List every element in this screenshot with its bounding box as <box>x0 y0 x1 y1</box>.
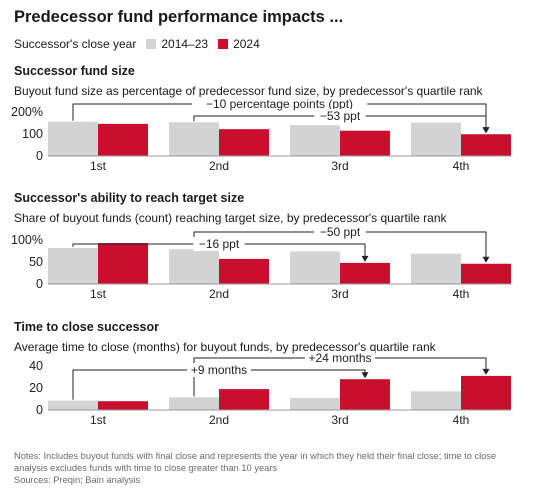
bar-red <box>340 379 390 410</box>
annotation-arrow <box>482 256 490 263</box>
annotation-label-bg <box>187 363 251 377</box>
annotation-label: −53 ppt <box>320 109 361 123</box>
bar-grey <box>48 121 98 156</box>
y-tick-label: 0 <box>36 403 43 417</box>
bar-grey <box>290 125 340 156</box>
bar-red <box>219 258 269 284</box>
panel-1-title: Successor fund size <box>14 64 135 78</box>
bar-grey <box>48 400 98 410</box>
bar-red <box>461 134 511 156</box>
x-tick-label: 1st <box>90 159 107 173</box>
legend: Successor's close year 2014–23 2024 <box>14 37 260 51</box>
panel-2-title: Successor's ability to reach target size <box>14 191 245 205</box>
x-tick-label: 3rd <box>331 413 348 427</box>
panel-3-subtitle: Average time to close (months) for buyou… <box>14 340 436 354</box>
panel-1-chart: 0 100 200% 1st 2nd 3rd 4th −10 percentage point… <box>11 97 511 173</box>
annotation-label-bg <box>191 97 368 111</box>
sources-text: Sources: Preqin; Bain analysis <box>14 475 141 485</box>
bar-red <box>219 129 269 156</box>
bar-red <box>98 401 148 410</box>
annotation-label: +9 months <box>191 363 247 377</box>
bar-red <box>340 130 390 156</box>
bar-grey <box>48 247 98 284</box>
bar-grey <box>169 249 219 284</box>
bar-red <box>219 389 269 410</box>
y-tick-label: 200% <box>11 105 43 119</box>
legend-item-2014-23: 2014–23 <box>161 37 209 51</box>
bar-grey <box>169 122 219 156</box>
bar-red <box>98 123 148 156</box>
bar-red <box>461 375 511 410</box>
x-tick-label: 2nd <box>209 413 229 427</box>
x-tick-label: 3rd <box>331 159 348 173</box>
legend-item-2024: 2024 <box>233 37 260 51</box>
panel-1-subtitle: Buyout fund size as percentage of predec… <box>14 84 483 98</box>
x-tick-label: 4th <box>453 413 470 427</box>
annotation-label: −10 percentage points (ppt) <box>206 97 353 111</box>
x-tick-label: 4th <box>453 287 470 301</box>
y-tick-label: 40 <box>29 359 43 373</box>
x-tick-label: 2nd <box>209 287 229 301</box>
bar-grey <box>290 251 340 284</box>
annotation-bracket <box>72 243 366 257</box>
panel-3-title: Time to close successor <box>14 320 159 334</box>
bar-red <box>98 243 148 284</box>
bar-red <box>340 262 390 284</box>
panel-3-chart: 0 20 40 1st 2nd 3rd 4th +24 months +9 months <box>29 351 511 427</box>
annotation-arrow <box>361 372 369 379</box>
annotation-label-bg <box>193 237 245 251</box>
bar-grey <box>411 391 461 410</box>
notes-text: Notes: Includes buyout funds with final … <box>14 451 497 473</box>
annotation-label-bg <box>314 109 366 123</box>
notes: Notes: Includes buyout funds with final … <box>14 450 519 486</box>
annotation-arrow <box>361 255 369 262</box>
y-tick-label: 20 <box>29 381 43 395</box>
y-tick-label: 0 <box>36 277 43 291</box>
panel-2-subtitle: Share of buyout funds (count) reaching t… <box>14 211 447 225</box>
figure-title: Predecessor fund performance impacts ... <box>14 8 344 26</box>
bar-grey <box>411 122 461 156</box>
bar-grey <box>290 397 340 410</box>
annotation-bracket <box>193 357 487 397</box>
annotation-label-bg <box>305 351 375 365</box>
annotation-bracket <box>72 369 366 400</box>
legend-swatch-grey <box>146 39 157 49</box>
x-tick-label: 1st <box>90 287 107 301</box>
annotation-label-bg <box>314 225 366 239</box>
annotation-label: −16 ppt <box>199 237 240 251</box>
annotation-arrow <box>482 368 490 375</box>
annotation-label: +24 months <box>308 351 371 365</box>
annotation-bracket <box>193 115 487 129</box>
x-tick-label: 2nd <box>209 159 229 173</box>
legend-swatch-red <box>218 39 229 49</box>
y-tick-label: 0 <box>36 149 43 163</box>
bar-grey <box>411 253 461 284</box>
x-tick-label: 4th <box>453 159 470 173</box>
bar-grey <box>169 397 219 410</box>
y-tick-label: 100% <box>11 233 43 247</box>
panel-2-chart: 0 50 100% 1st 2nd 3rd 4th −50 ppt −16 ppt <box>11 225 511 301</box>
bar-red <box>461 263 511 284</box>
annotation-label: −50 ppt <box>320 225 361 239</box>
legend-label: Successor's close year <box>14 37 137 51</box>
y-tick-label: 100 <box>22 127 43 141</box>
x-tick-label: 1st <box>90 413 107 427</box>
annotation-arrow <box>482 127 490 134</box>
y-tick-label: 50 <box>29 255 43 269</box>
x-tick-label: 3rd <box>331 287 348 301</box>
